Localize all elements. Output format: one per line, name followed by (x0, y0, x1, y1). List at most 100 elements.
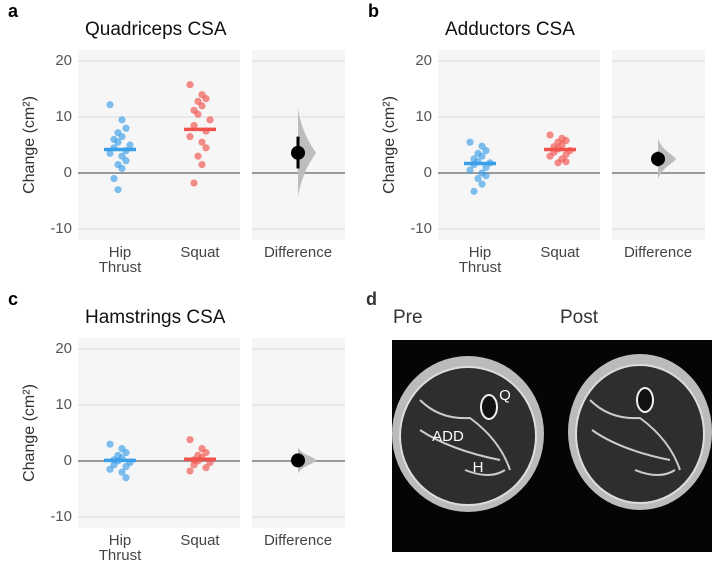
plot-background (438, 50, 600, 240)
y-tick-label: 10 (55, 108, 72, 125)
panel-label: c (8, 289, 18, 309)
y-tick-label: 20 (415, 52, 432, 69)
data-point (466, 138, 474, 146)
plot-background (78, 50, 240, 240)
data-point (122, 157, 130, 165)
data-point (190, 179, 198, 187)
x-tick-label: Difference (264, 532, 332, 549)
data-point (114, 186, 122, 194)
y-tick-label: 0 (424, 164, 432, 181)
data-point (194, 110, 202, 118)
data-point (562, 158, 570, 166)
x-tick-label: Hip Thrust (98, 532, 142, 564)
y-axis-label: Change (cm²) (381, 96, 398, 194)
image-label: Pre (393, 307, 423, 328)
data-point (478, 152, 486, 160)
y-tick-label: 20 (55, 340, 72, 357)
difference-mean (291, 145, 305, 160)
data-point (202, 144, 210, 152)
data-point (186, 133, 194, 141)
y-tick-label: 20 (55, 52, 72, 69)
data-point (118, 133, 126, 141)
panel: c Hamstrings CSA Change (cm²) -10 0 10 20 Diffe… (8, 289, 345, 549)
data-point (198, 138, 206, 146)
panel: a Quadriceps CSA Change (cm²) -10 0 10 20 Diffe… (8, 1, 345, 261)
data-point (482, 163, 490, 171)
x-tick-label: Squat (180, 532, 220, 549)
x-tick-label: Hip Thrust (98, 244, 142, 276)
data-point (470, 187, 478, 195)
x-tick-label: Hip Thrust (458, 244, 502, 276)
data-point (198, 160, 206, 169)
data-point (482, 146, 490, 155)
data-point (202, 448, 210, 457)
data-point (190, 461, 198, 469)
data-point (126, 141, 134, 149)
image-label: Post (560, 307, 599, 328)
data-point (466, 166, 474, 174)
x-tick-label: Squat (180, 244, 220, 261)
difference-mean (291, 453, 305, 468)
data-point (202, 464, 210, 472)
y-tick-label: 10 (55, 396, 72, 413)
data-point (122, 462, 130, 471)
difference-background (252, 338, 345, 528)
x-tick-label: Difference (624, 244, 692, 261)
difference-distribution (298, 447, 316, 474)
data-point (206, 116, 214, 124)
panel: b Adductors CSA Change (cm²) -10 0 10 20 Differ… (368, 1, 705, 261)
mri-pre (392, 356, 544, 512)
data-point (186, 436, 194, 444)
data-point (122, 124, 130, 132)
data-point (118, 468, 126, 476)
chart-title: Hamstrings CSA (85, 307, 226, 328)
panel-d: d Pre Post Q ADD H (366, 289, 712, 552)
y-tick-label: 0 (64, 164, 72, 181)
x-tick-label: Squat (540, 244, 580, 261)
data-point (122, 474, 130, 482)
data-point (546, 152, 554, 160)
data-point (186, 81, 194, 89)
y-tick-label: 0 (64, 452, 72, 469)
data-point (546, 131, 554, 139)
y-tick-label: -10 (410, 220, 432, 237)
panel-label: a (8, 1, 19, 21)
data-point (106, 465, 114, 473)
panel-label: d (366, 289, 377, 309)
difference-mean (651, 151, 665, 166)
data-point (202, 95, 210, 103)
x-tick-label: Difference (264, 244, 332, 261)
mri-post (568, 354, 712, 510)
data-point (106, 149, 114, 157)
panel-label: b (368, 1, 379, 21)
data-point (118, 164, 126, 173)
data-point (114, 138, 122, 146)
annotation: H (473, 459, 484, 476)
data-point (110, 174, 118, 183)
data-point (478, 180, 486, 188)
data-point (186, 467, 194, 475)
data-point (190, 121, 198, 130)
data-point (482, 172, 490, 180)
data-point (122, 448, 130, 457)
chart-title: Adductors CSA (445, 19, 575, 40)
data-point (194, 152, 202, 160)
annotation: Q (499, 387, 511, 404)
y-axis-label: Change (cm²) (21, 96, 38, 194)
annotation: ADD (432, 428, 464, 445)
y-tick-label: -10 (50, 508, 72, 525)
data-point (106, 440, 114, 448)
y-tick-label: -10 (50, 220, 72, 237)
data-point (106, 101, 114, 109)
difference-distribution (658, 138, 676, 180)
data-point (474, 174, 482, 183)
chart-title: Quadriceps CSA (85, 19, 227, 40)
difference-distribution (298, 108, 316, 198)
y-tick-label: 10 (415, 108, 432, 125)
data-point (198, 102, 206, 110)
y-axis-label: Change (cm²) (21, 384, 38, 482)
plot-background (78, 338, 240, 528)
data-point (554, 159, 562, 167)
data-point (118, 116, 126, 124)
